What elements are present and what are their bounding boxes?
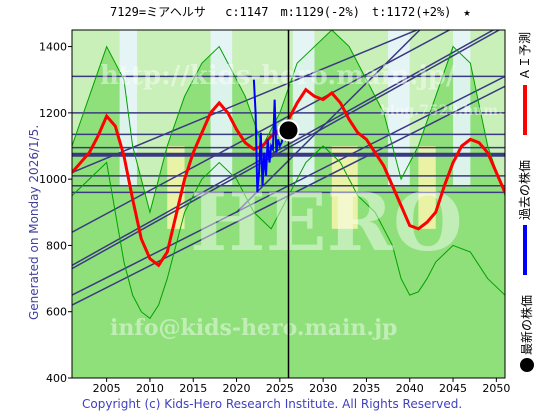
band-line [72, 145, 505, 320]
x-tick-label: 2030 [309, 382, 337, 395]
legend-ai-label: ＡＩ予測 [518, 32, 532, 80]
y-tick-label: 1200 [39, 107, 67, 120]
x-tick-label: 2035 [352, 382, 380, 395]
x-tick-label: 2045 [439, 382, 467, 395]
legend: ＡＩ予測 過去の株価 最新の株価 [517, 32, 534, 372]
copyright-text: Copyright (c) Kids-Hero Research Institu… [82, 397, 462, 411]
watermark-url2: blog.7529.hum... [380, 103, 513, 119]
y-tick-label: 800 [46, 239, 67, 252]
x-tick-label: 2050 [482, 382, 510, 395]
plot-frame [71, 29, 506, 379]
y-tick-label: 1000 [39, 173, 67, 186]
legend-past-swatch [523, 225, 527, 275]
trend-line [236, 30, 421, 213]
latest-price-marker [277, 119, 300, 142]
legend-past-label: 過去の株価 [517, 160, 532, 220]
legend-ai-swatch [523, 85, 527, 135]
y-tick-label: 600 [46, 306, 67, 319]
x-tick-label: 2005 [93, 382, 121, 395]
x-tick-label: 2020 [223, 382, 251, 395]
generated-date: Generated on Monday 2026/1/5. [27, 125, 41, 320]
legend-latest-label: 最新の株価 [519, 295, 534, 355]
x-tick-label: 2040 [396, 382, 424, 395]
x-tick-label: 2010 [136, 382, 164, 395]
band-line [72, 30, 505, 215]
plot-content: http://kids-hero.main.jp/blog.7529.hum..… [72, 30, 513, 378]
y-tick-label: 400 [46, 372, 67, 385]
x-tick-label: 2015 [179, 382, 207, 395]
y-tick-label: 1400 [39, 41, 67, 54]
highlight-zone [119, 30, 137, 187]
chart-title: 7129=ミアヘルサ c:1147 m:1129(-2%) t:1172(+2%… [110, 5, 471, 19]
x-tick-label: 2025 [266, 382, 294, 395]
watermark-url: http://kids-hero.main.jp/ [100, 61, 456, 91]
yellow-zone [418, 146, 436, 229]
watermark-brand: HERO [190, 175, 463, 269]
watermark-email: info@kids-hero.main.jp [110, 315, 397, 341]
legend-latest-marker [520, 358, 534, 372]
plot-area: http://kids-hero.main.jp/blog.7529.hum..… [39, 29, 513, 395]
